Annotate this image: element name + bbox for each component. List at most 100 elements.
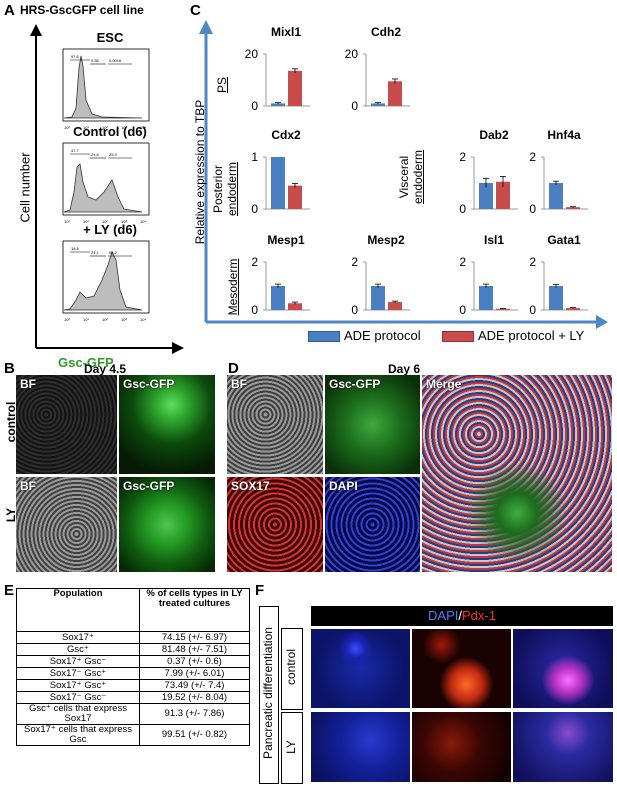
gate-value: 47.7 (71, 148, 80, 153)
gate-value: 55.2 (109, 250, 118, 255)
y-tick-label: 0 (251, 303, 258, 317)
bar (288, 185, 302, 209)
percent-cell: 73.49 (+/- 7.4) (139, 679, 250, 692)
micro-b-control-gfp-label: Gsc-GFP (123, 377, 175, 391)
bar (549, 183, 563, 209)
bar (288, 70, 302, 106)
bar-chart-cdx2: Cdx2 0 1 (251, 128, 310, 216)
legend: ADE protocol ADE protocol + LY (308, 328, 616, 344)
chart-title: Mesp2 (367, 233, 405, 247)
table-row: Sox17⁺ Gsc⁻ 0.37 (+/- 0.6) (16, 655, 250, 668)
tick-label: 10⁴ (140, 317, 146, 322)
panel-f-row-ly: LY (284, 740, 298, 754)
bar (549, 286, 563, 310)
population-cell: Sox17⁺ Gsc⁺ (16, 679, 140, 692)
panel-f-letter: F (255, 582, 265, 599)
gate-value: 0.0016 (109, 58, 122, 63)
panel-f-row-box-ly (281, 712, 303, 784)
micro-b-control-bf: BF (16, 375, 117, 474)
micro-b-ly-bf-label: BF (20, 479, 36, 493)
gate-value: 0.56 (91, 58, 100, 63)
panel-f-side-box (259, 606, 279, 784)
tick-label: 10¹ (83, 219, 89, 224)
chart-title: Dab2 (479, 128, 509, 142)
bar (388, 302, 402, 310)
histogram-plot: 47.7 24.6 25.9 10⁰ 10¹ 10² 10³ 10⁴ (62, 142, 150, 224)
histogram-curve (63, 163, 143, 213)
bar-chart-mixl1: Mixl1 0 20 (245, 25, 310, 113)
tick-label: 10² (102, 219, 108, 224)
population-cell: Gsc⁺ (16, 643, 140, 656)
panel-a-letter: A (4, 2, 15, 19)
panel-c-letter: C (190, 2, 201, 19)
panel-f-row-control: control (284, 648, 298, 686)
micro-b-ly-gfp: Gsc-GFP (119, 477, 215, 572)
micro-b-control-gfp: Gsc-GFP (119, 375, 215, 474)
population-cell: Gsc⁺ cells that express Sox17 (16, 703, 140, 725)
tick-label: 10³ (121, 317, 127, 322)
population-cell: Sox17⁻ Gsc⁻ (16, 691, 140, 704)
bar (479, 286, 493, 310)
panel-a-axes (30, 24, 184, 354)
y-tick-label: 0 (459, 202, 466, 216)
y-tick-label: 0 (529, 202, 536, 216)
micro-f-control-merge (513, 629, 613, 708)
micro-b-ly-gfp-label: Gsc-GFP (123, 479, 175, 493)
micro-f-control-dapi (311, 629, 410, 708)
legend-swatch-ade-ly (442, 331, 474, 342)
bar (479, 183, 493, 209)
y-tick-label: 2 (459, 255, 466, 269)
header-pdx: Pdx-1 (462, 608, 496, 623)
tick-label: 10⁴ (140, 125, 146, 130)
bar (388, 81, 402, 106)
legend-label-ade-ly: ADE protocol + LY (478, 328, 585, 343)
tick-label: 10⁰ (64, 125, 70, 130)
micro-d-merge-label: Merge (426, 377, 462, 391)
bar (566, 308, 580, 310)
table-row: Sox17⁻ Gsc⁺ 7.99 (+/- 6.01) (16, 667, 250, 680)
histogram-label: Control (d6) (73, 124, 147, 139)
panel-f-side-label: Pancreatic differentiation (261, 627, 275, 759)
percent-cell: 19.52 (+/- 8.04) (139, 691, 250, 704)
header-dapi: DAPI (428, 608, 459, 623)
table-row: Sox17⁺ 74.15 (+/- 6.97) (16, 631, 250, 644)
bar (271, 286, 285, 310)
tick-label: 10² (102, 125, 108, 130)
table-row: Sox17⁺ cells that express Gsc 99.51 (+/- … (16, 724, 250, 746)
bar (288, 303, 302, 310)
bar-chart-gata1: Gata1 0 2 (529, 233, 588, 317)
panel-c-bar-charts: Mixl1020Cdh2020Cdx201Dab202Hnf4a02Mesp10… (245, 25, 588, 317)
micro-f-ly-dapi (311, 712, 410, 782)
y-tick-label: 0 (529, 303, 536, 317)
y-tick-label: 2 (251, 255, 258, 269)
micro-d-bf-label: BF (231, 377, 247, 391)
population-cell: Sox17⁻ Gsc⁺ (16, 667, 140, 680)
population-cell: Sox17⁺ cells that express Gsc (16, 724, 140, 746)
micro-f-ly-merge (513, 712, 613, 782)
histogram-label: ESC (96, 30, 124, 45)
table-row: Gsc⁺ cells that express Sox17 91.3 (+/- 7… (16, 703, 250, 725)
bar (371, 103, 385, 106)
tick-label: 10¹ (83, 317, 89, 322)
percent-cell: 0.37 (+/- 0.6) (139, 655, 250, 668)
gate-value: 25.9 (109, 152, 118, 157)
micro-d-dapi: DAPI (325, 477, 420, 572)
bar (271, 157, 285, 209)
panel-a-x-axis-label: Gsc-GFP (58, 355, 114, 370)
header-percent: % of cells types in LY treated cultures (139, 588, 250, 632)
y-tick-label: 0 (351, 303, 358, 317)
histogram-plot: 97.6 0.56 0.0016 10⁰ 10¹ 10² 10³ 10⁴ (62, 48, 150, 130)
chart-title: Hnf4a (547, 128, 581, 142)
panel-b-title: Day 4.5 (84, 362, 127, 376)
percent-cell: 74.15 (+/- 6.97) (139, 631, 250, 644)
chart-title: Cdx2 (271, 128, 301, 142)
tick-label: 10³ (121, 125, 127, 130)
histogram-curve (63, 250, 143, 311)
percent-cell: 81.48 (+/- 7.51) (139, 643, 250, 656)
tick-label: 10⁰ (64, 317, 70, 322)
percent-cell: 7.99 (+/- 6.01) (139, 667, 250, 680)
bar-chart-mesp1: Mesp1 0 2 (251, 233, 310, 317)
histogram-plot: 18.8 24.1 55.2 10⁰ 10¹ 10² 10³ 10⁴ (62, 240, 150, 322)
y-tick-label: 2 (351, 255, 358, 269)
y-tick-label: 0 (251, 99, 258, 113)
